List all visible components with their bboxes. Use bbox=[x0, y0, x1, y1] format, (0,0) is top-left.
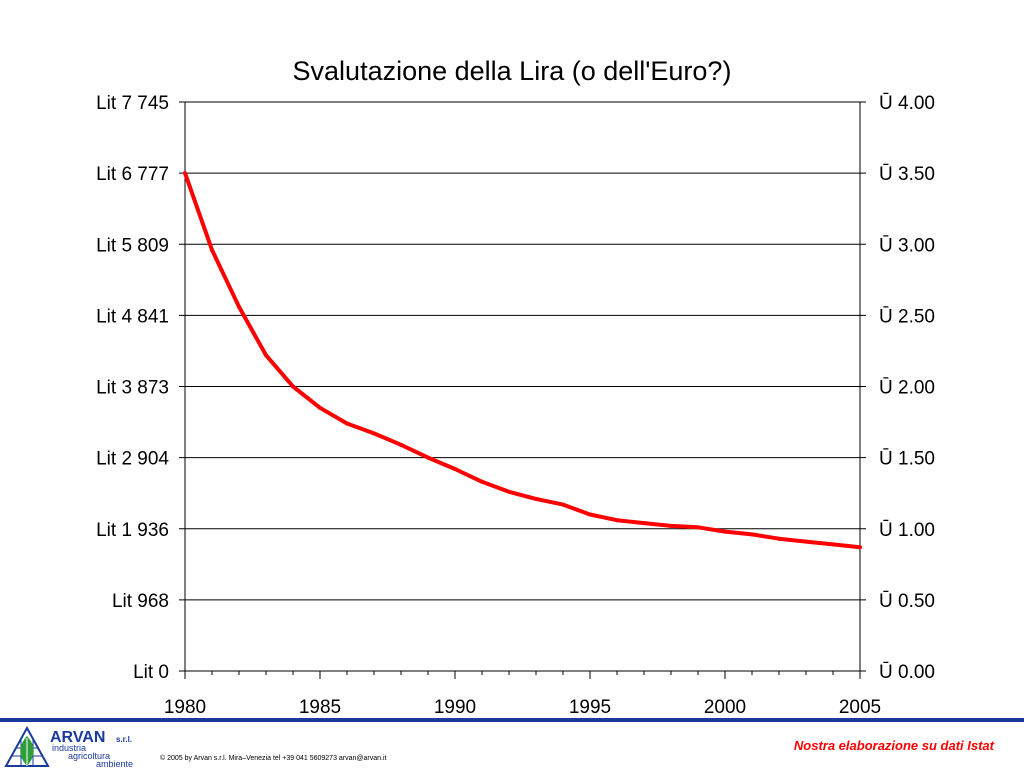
data-point bbox=[642, 521, 646, 526]
data-point bbox=[669, 523, 673, 528]
data-point bbox=[507, 489, 511, 494]
axes bbox=[179, 101, 866, 679]
gridlines bbox=[185, 101, 860, 601]
left-tick-label: Lit 4 841 bbox=[96, 306, 169, 327]
x-tick-label: 2000 bbox=[704, 697, 746, 718]
data-point bbox=[291, 384, 295, 389]
data-point bbox=[453, 467, 457, 472]
data-point bbox=[804, 539, 808, 544]
right-tick-label: Ū 4.00 bbox=[879, 93, 935, 114]
footer-divider bbox=[0, 718, 1024, 722]
data-point bbox=[345, 421, 349, 426]
right-axis-tick-labels: Ū 0.00 Ū 0.50 Ū 1.00 Ū 1.50 Ū 2.00 Ū 2.50 Ū 3.… bbox=[879, 93, 935, 683]
data-point bbox=[480, 479, 484, 484]
chart: Svalutazione della Lira (o dell'Euro?) L… bbox=[96, 56, 935, 718]
left-tick-label: Lit 3 873 bbox=[96, 378, 169, 399]
series-layer bbox=[183, 171, 862, 550]
x-tick-label: 1995 bbox=[569, 697, 611, 718]
data-point bbox=[858, 545, 862, 550]
right-tick-label: Ū 0.50 bbox=[879, 591, 935, 612]
data-point bbox=[318, 405, 322, 410]
right-tick-label: Ū 3.00 bbox=[879, 235, 935, 256]
arvan-logo bbox=[4, 726, 174, 768]
logo-name: ARVAN bbox=[50, 729, 106, 746]
data-point bbox=[750, 532, 754, 537]
source-note: Nostra elaborazione su dati Istat bbox=[793, 738, 994, 753]
left-tick-label: Lit 2 904 bbox=[96, 449, 169, 470]
left-tick-label: Lit 0 bbox=[133, 662, 169, 683]
data-point bbox=[777, 536, 781, 541]
logo-word-agricoltura: agricoltura bbox=[68, 751, 111, 761]
right-tick-label: Ū 3.50 bbox=[879, 164, 935, 185]
left-tick-label: Lit 1 936 bbox=[96, 520, 169, 541]
series-line bbox=[183, 172, 861, 550]
copyright-text: © 2005 by Arvan s.r.l. Mira–Venezia tel … bbox=[160, 755, 387, 762]
x-tick-label: 2005 bbox=[839, 697, 881, 718]
x-tick-label: 1990 bbox=[434, 697, 476, 718]
data-point bbox=[723, 529, 727, 534]
right-tick-label: Ū 0.00 bbox=[879, 662, 935, 683]
leaf-grid-icon bbox=[4, 726, 50, 767]
data-point bbox=[237, 304, 241, 309]
data-point bbox=[561, 502, 565, 507]
logo-suffix: s.r.l. bbox=[116, 735, 133, 744]
x-tick-label: 1985 bbox=[299, 697, 341, 718]
data-point bbox=[588, 512, 592, 517]
data-point bbox=[372, 431, 376, 436]
right-tick-label: Ū 2.00 bbox=[879, 378, 935, 399]
data-point bbox=[615, 518, 619, 523]
data-point bbox=[696, 525, 700, 530]
data-point bbox=[264, 353, 268, 358]
logo-word-industria: industria bbox=[52, 743, 87, 753]
data-point bbox=[426, 455, 430, 460]
left-tick-label: Lit 968 bbox=[112, 591, 169, 612]
data-point bbox=[399, 442, 403, 447]
x-axis-tick-labels: 1980 1985 1990 1995 2000 2005 bbox=[164, 697, 881, 718]
data-point bbox=[831, 542, 835, 547]
data-point bbox=[210, 247, 214, 252]
left-tick-label: Lit 6 777 bbox=[96, 164, 169, 185]
data-point bbox=[183, 171, 187, 176]
chart-title: Svalutazione della Lira (o dell'Euro?) bbox=[293, 56, 732, 86]
right-tick-label: Ū 2.50 bbox=[879, 306, 935, 327]
left-tick-label: Lit 5 809 bbox=[96, 235, 169, 256]
logo-word-ambiente: ambiente bbox=[96, 759, 134, 769]
left-axis-tick-labels: Lit 0 Lit 968 Lit 1 936 Lit 2 904 Lit 3 873 L… bbox=[96, 93, 169, 683]
right-tick-label: Ū 1.00 bbox=[879, 520, 935, 541]
data-point bbox=[534, 496, 538, 501]
right-tick-label: Ū 1.50 bbox=[879, 449, 935, 470]
x-tick-label: 1980 bbox=[164, 697, 206, 718]
left-tick-label: Lit 7 745 bbox=[96, 93, 169, 114]
